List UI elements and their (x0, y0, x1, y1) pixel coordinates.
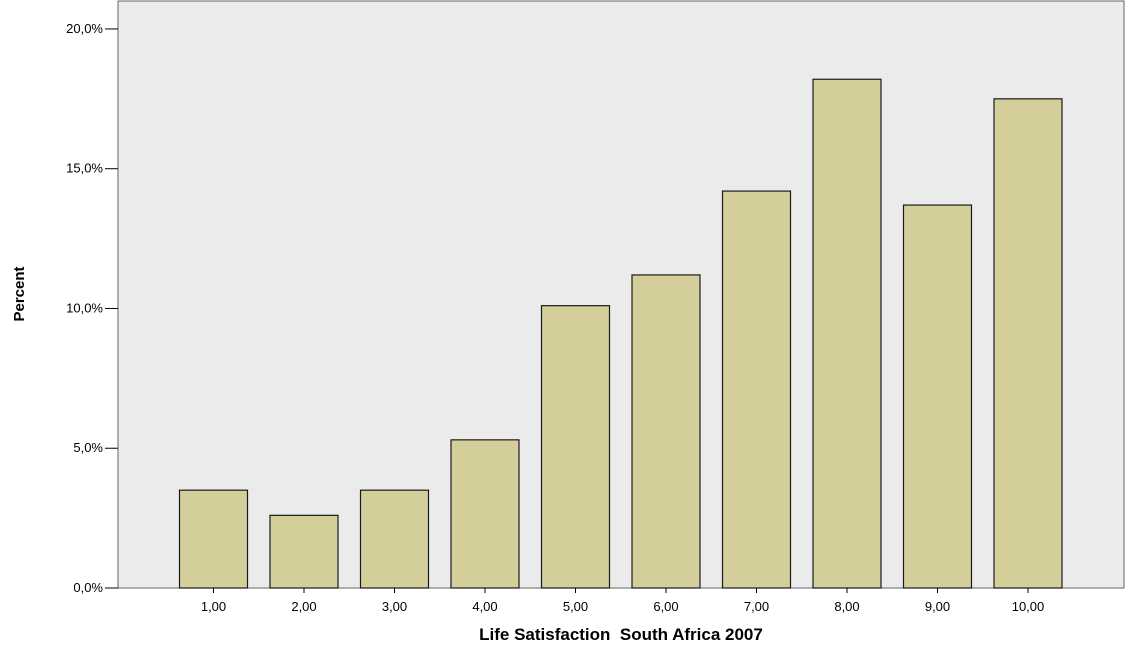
plot-area (117, 0, 1125, 589)
x-tick-label: 9,00 (925, 599, 950, 614)
bar-8 (812, 78, 882, 589)
y-tick-label: 0,0% (73, 580, 103, 595)
x-tick-label: 5,00 (563, 599, 588, 614)
x-tick-label: 2,00 (291, 599, 316, 614)
bar-7 (721, 190, 792, 589)
x-tick-label: 4,00 (472, 599, 497, 614)
x-tick-label: 1,00 (201, 599, 226, 614)
bar-6 (631, 274, 701, 589)
bar-10 (993, 98, 1063, 589)
x-tick-label: 6,00 (653, 599, 678, 614)
x-tick-label: 10,00 (1012, 599, 1045, 614)
bar-5 (540, 305, 611, 589)
x-axis: 1,00 2,00 3,00 4,00 5,00 6,00 7,00 8,00 9,00 10,0… (201, 588, 1044, 614)
x-tick-label: 3,00 (382, 599, 407, 614)
y-tick-label: 5,0% (73, 440, 103, 455)
y-tick-label: 15,0% (66, 161, 103, 176)
bar-1 (178, 489, 249, 589)
y-tick-label: 20,0% (66, 21, 103, 36)
y-axis-title: Percent (11, 266, 28, 321)
x-tick-label: 7,00 (744, 599, 769, 614)
x-tick-label: 8,00 (834, 599, 859, 614)
bar-9 (902, 204, 973, 589)
x-axis-title: Life Satisfaction South Africa 2007 (479, 625, 763, 644)
y-tick-label: 10,0% (66, 300, 103, 315)
bars-group (178, 78, 1063, 589)
y-axis: 0,0% 5,0% 10,0% 15,0% 20,0% (66, 21, 118, 595)
bar-3 (359, 489, 430, 589)
bar-4 (450, 439, 520, 589)
bar-2 (269, 514, 339, 589)
